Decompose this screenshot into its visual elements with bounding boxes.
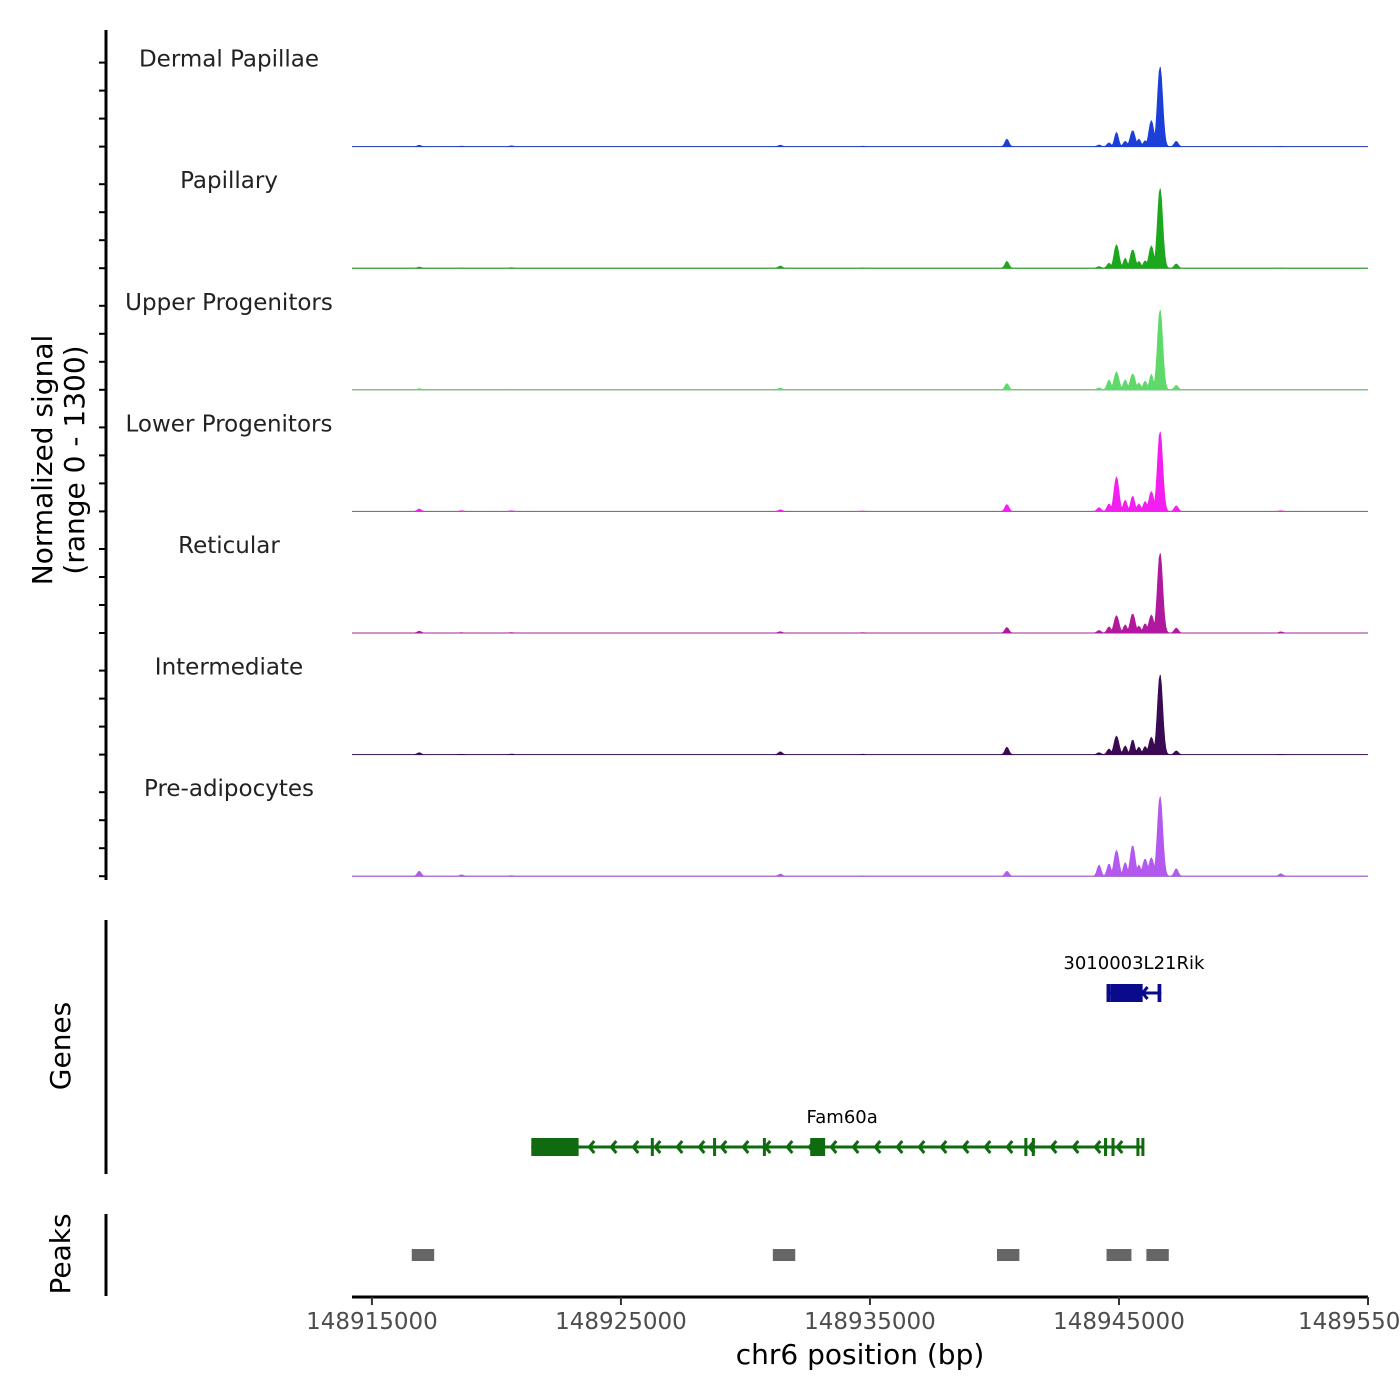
- strand-chevron: [873, 1140, 882, 1154]
- peak-region: [411, 1249, 435, 1261]
- gene-exon: [1110, 984, 1143, 1002]
- x-tick-label: 148945000: [1053, 1309, 1185, 1335]
- strand-chevron: [1005, 1140, 1014, 1154]
- signal-area: [352, 188, 1368, 269]
- peak-region: [1146, 1249, 1169, 1261]
- strand-chevron: [917, 1140, 926, 1154]
- peak-panel: [104, 1214, 1169, 1296]
- track-label: Papillary: [180, 168, 278, 194]
- x-tick-label: 1489550: [1298, 1309, 1400, 1335]
- gene-exon: [1111, 1138, 1115, 1156]
- track-label: Intermediate: [155, 655, 303, 681]
- strand-chevron: [1071, 1140, 1080, 1154]
- gene-label: Fam60a: [807, 1107, 878, 1128]
- strand-chevron: [939, 1140, 948, 1154]
- strand-chevron: [961, 1140, 970, 1154]
- gene-exon: [713, 1138, 717, 1156]
- coverage-tracks: Dermal Papillae Papillary Upper Progenitor…: [125, 47, 1368, 877]
- signal-area: [352, 674, 1368, 755]
- x-axis-title: chr6 position (bp): [736, 1338, 985, 1371]
- strand-chevron: [697, 1140, 706, 1154]
- x-axis: 148915000 148925000 148935000 148945000 1489…: [306, 1295, 1400, 1335]
- peak-region: [1106, 1249, 1132, 1261]
- signal-area: [352, 66, 1368, 147]
- x-tick-label: 148915000: [306, 1309, 438, 1335]
- x-tick-label: 148925000: [555, 1309, 687, 1335]
- x-tick-label: 148935000: [804, 1309, 936, 1335]
- gene-exon: [531, 1138, 579, 1156]
- gene-exon: [1106, 984, 1111, 1002]
- peak-region: [772, 1249, 796, 1261]
- track-label: Upper Progenitors: [125, 290, 333, 316]
- strand-chevron: [587, 1140, 596, 1154]
- strand-chevron: [1093, 1140, 1102, 1154]
- gene-exon: [1024, 1138, 1028, 1156]
- strand-chevron: [609, 1140, 618, 1154]
- strand-chevron: [653, 1140, 662, 1154]
- strand-chevron: [1049, 1140, 1058, 1154]
- gene-exon: [810, 1138, 826, 1156]
- strand-chevron: [829, 1140, 838, 1154]
- track-label: Dermal Papillae: [139, 47, 319, 73]
- track-label: Reticular: [178, 533, 280, 559]
- coverage-y-axis: [99, 30, 108, 880]
- gene-exon: [762, 1138, 766, 1156]
- track-label: Lower Progenitors: [126, 411, 333, 437]
- gene-exon: [1104, 1138, 1108, 1156]
- genes-panel-title: Genes: [44, 1002, 77, 1090]
- gene-exon: [1157, 984, 1162, 1002]
- strand-chevron: [785, 1140, 794, 1154]
- strand-chevron: [719, 1140, 728, 1154]
- strand-chevron: [851, 1140, 860, 1154]
- peak-region: [996, 1249, 1020, 1261]
- gene-label: 3010003L21Rik: [1063, 953, 1205, 974]
- gene-exon: [1031, 1138, 1035, 1156]
- gene-annotation-panel: 3010003L21Rik Fam60a: [104, 920, 1205, 1174]
- strand-chevron: [1115, 1140, 1124, 1154]
- strand-chevron: [631, 1140, 640, 1154]
- strand-chevron: [983, 1140, 992, 1154]
- gene-exon: [650, 1138, 654, 1156]
- coverage-y-title-line2: (range 0 - 1300): [58, 345, 91, 574]
- strand-chevron: [741, 1140, 750, 1154]
- gene-exon: [1141, 1138, 1145, 1156]
- gene-exon: [1136, 1138, 1140, 1156]
- signal-area: [352, 553, 1368, 634]
- signal-area: [352, 431, 1368, 512]
- strand-chevron: [675, 1140, 684, 1154]
- strand-chevron: [895, 1140, 904, 1154]
- signal-area: [352, 309, 1368, 391]
- track-label: Pre-adipocytes: [144, 776, 314, 802]
- peaks-panel-title: Peaks: [44, 1213, 77, 1294]
- coverage-y-title-line1: Normalized signal: [26, 335, 59, 586]
- signal-area: [352, 796, 1368, 877]
